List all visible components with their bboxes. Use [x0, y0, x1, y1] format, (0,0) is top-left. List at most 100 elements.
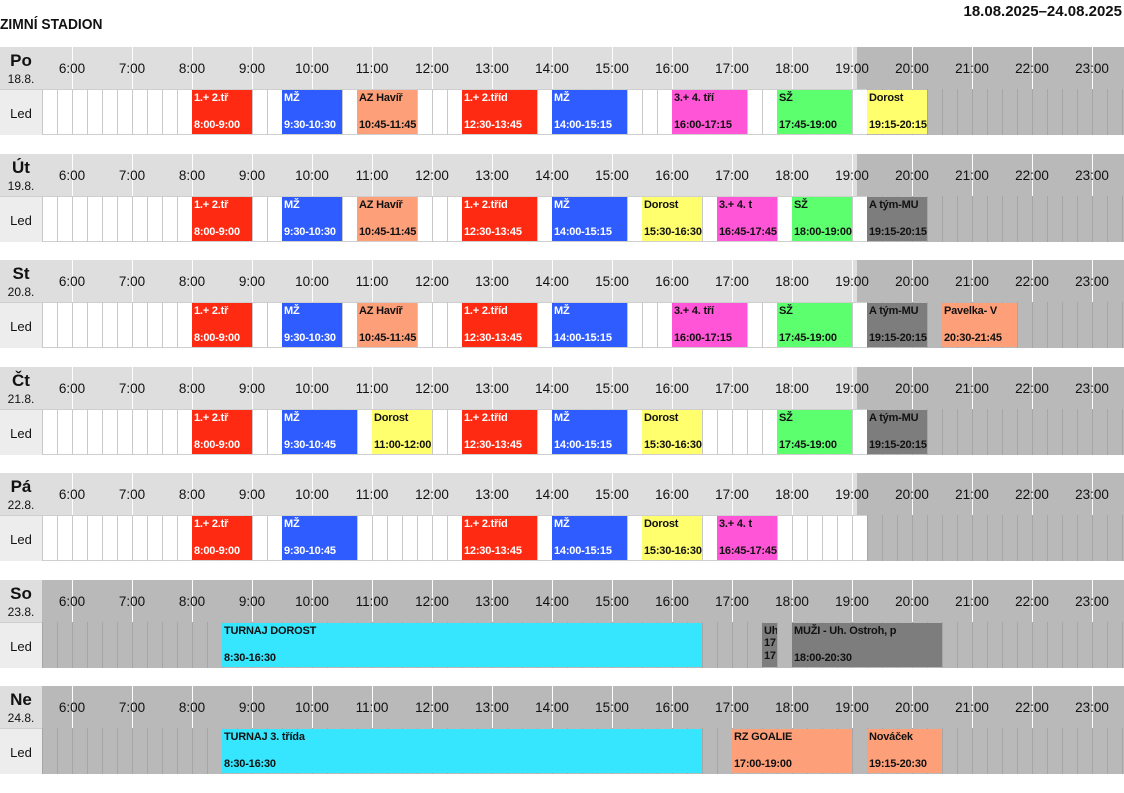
- time-slot[interactable]: [177, 89, 192, 135]
- event-block[interactable]: 3.+ 4. t 16:45-17:45: [717, 196, 777, 241]
- time-slot[interactable]: [102, 195, 117, 242]
- time-slot[interactable]: [972, 515, 987, 561]
- time-slot[interactable]: [177, 408, 192, 455]
- time-slot[interactable]: [402, 515, 417, 561]
- time-slot[interactable]: [717, 408, 732, 455]
- time-slot[interactable]: [132, 408, 147, 455]
- time-slot[interactable]: [357, 408, 372, 455]
- time-slot[interactable]: [912, 515, 927, 561]
- time-slot[interactable]: [1032, 621, 1047, 668]
- event-block[interactable]: 3.+ 4. t 16:45-17:45: [717, 516, 777, 560]
- time-slot[interactable]: [1047, 195, 1062, 242]
- time-slot[interactable]: [972, 728, 987, 774]
- time-slot[interactable]: [192, 621, 207, 668]
- time-slot[interactable]: [372, 515, 387, 561]
- time-slot[interactable]: [732, 621, 747, 668]
- time-slot[interactable]: [987, 89, 1002, 135]
- time-slot[interactable]: [132, 728, 147, 774]
- time-slot[interactable]: [102, 621, 117, 668]
- event-block[interactable]: SŽ 17:45-19:00: [777, 90, 852, 134]
- time-slot[interactable]: [1032, 302, 1047, 348]
- event-block[interactable]: AZ Havíř 10:45-11:45: [357, 196, 417, 241]
- time-slot[interactable]: [147, 302, 162, 348]
- time-slot[interactable]: [267, 195, 282, 242]
- time-slot[interactable]: [1017, 302, 1032, 348]
- time-slot[interactable]: [852, 195, 867, 242]
- time-slot[interactable]: [252, 408, 267, 455]
- time-slot[interactable]: [957, 408, 972, 455]
- time-slot[interactable]: [162, 728, 177, 774]
- time-slot[interactable]: [417, 302, 432, 348]
- event-block[interactable]: MUŽI - Uh. Ostroh, p 18:00-20:30: [792, 622, 942, 667]
- event-block[interactable]: 3.+ 4. tří 16:00-17:15: [672, 90, 747, 134]
- time-slot[interactable]: [957, 728, 972, 774]
- time-slot[interactable]: [1017, 89, 1032, 135]
- time-slot[interactable]: [1122, 89, 1124, 135]
- time-slot[interactable]: [132, 621, 147, 668]
- time-slot[interactable]: [132, 89, 147, 135]
- time-slot[interactable]: [927, 408, 942, 455]
- time-slot[interactable]: [762, 408, 777, 455]
- time-slot[interactable]: [1032, 195, 1047, 242]
- time-slot[interactable]: [57, 515, 72, 561]
- time-slot[interactable]: [972, 89, 987, 135]
- event-block[interactable]: SŽ 17:45-19:00: [777, 409, 852, 454]
- time-slot[interactable]: [732, 408, 747, 455]
- event-block[interactable]: AZ Havíř 10:45-11:45: [357, 303, 417, 347]
- time-slot[interactable]: [942, 621, 957, 668]
- time-slot[interactable]: [1047, 515, 1062, 561]
- time-slot[interactable]: [117, 621, 132, 668]
- time-slot[interactable]: [1122, 515, 1124, 561]
- time-slot[interactable]: [87, 515, 102, 561]
- time-slot[interactable]: [987, 195, 1002, 242]
- time-slot[interactable]: [417, 89, 432, 135]
- time-slot[interactable]: [537, 302, 552, 348]
- time-slot[interactable]: [1002, 89, 1017, 135]
- time-slot[interactable]: [1077, 515, 1092, 561]
- time-slot[interactable]: [252, 89, 267, 135]
- time-slot[interactable]: [657, 302, 672, 348]
- time-slot[interactable]: [1107, 408, 1122, 455]
- time-slot[interactable]: [177, 621, 192, 668]
- time-slot[interactable]: [1092, 621, 1107, 668]
- time-slot[interactable]: [882, 515, 897, 561]
- time-slot[interactable]: [1032, 408, 1047, 455]
- event-block[interactable]: 1.+ 2.tříd 12:30-13:45: [462, 303, 537, 347]
- event-block[interactable]: TURNAJ DOROST 8:30-16:30: [222, 622, 702, 667]
- time-slot[interactable]: [897, 515, 912, 561]
- time-slot[interactable]: [942, 728, 957, 774]
- time-slot[interactable]: [1017, 195, 1032, 242]
- event-block[interactable]: 1.+ 2.tř 8:00-9:00: [192, 90, 252, 134]
- time-slot[interactable]: [837, 515, 852, 561]
- time-slot[interactable]: [792, 515, 807, 561]
- time-slot[interactable]: [1002, 515, 1017, 561]
- time-slot[interactable]: [267, 515, 282, 561]
- time-slot[interactable]: [57, 302, 72, 348]
- event-block[interactable]: MŽ 9:30-10:30: [282, 303, 342, 347]
- event-block[interactable]: 3.+ 4. tří 16:00-17:15: [672, 303, 747, 347]
- event-block[interactable]: 1.+ 2.tříd 12:30-13:45: [462, 196, 537, 241]
- time-slot[interactable]: [72, 408, 87, 455]
- time-slot[interactable]: [147, 515, 162, 561]
- time-slot[interactable]: [42, 89, 57, 135]
- time-slot[interactable]: [822, 515, 837, 561]
- time-slot[interactable]: [927, 302, 942, 348]
- time-slot[interactable]: [1062, 728, 1077, 774]
- time-slot[interactable]: [342, 195, 357, 242]
- time-slot[interactable]: [162, 621, 177, 668]
- time-slot[interactable]: [1122, 408, 1124, 455]
- time-slot[interactable]: [1032, 89, 1047, 135]
- time-slot[interactable]: [702, 515, 717, 561]
- time-slot[interactable]: [102, 728, 117, 774]
- time-slot[interactable]: [102, 408, 117, 455]
- time-slot[interactable]: [927, 89, 942, 135]
- time-slot[interactable]: [162, 515, 177, 561]
- time-slot[interactable]: [252, 515, 267, 561]
- time-slot[interactable]: [162, 408, 177, 455]
- time-slot[interactable]: [1017, 621, 1032, 668]
- event-block[interactable]: 1.+ 2.tř 8:00-9:00: [192, 196, 252, 241]
- event-block[interactable]: TURNAJ 3. třída 8:30-16:30: [222, 729, 702, 773]
- time-slot[interactable]: [177, 302, 192, 348]
- time-slot[interactable]: [1092, 728, 1107, 774]
